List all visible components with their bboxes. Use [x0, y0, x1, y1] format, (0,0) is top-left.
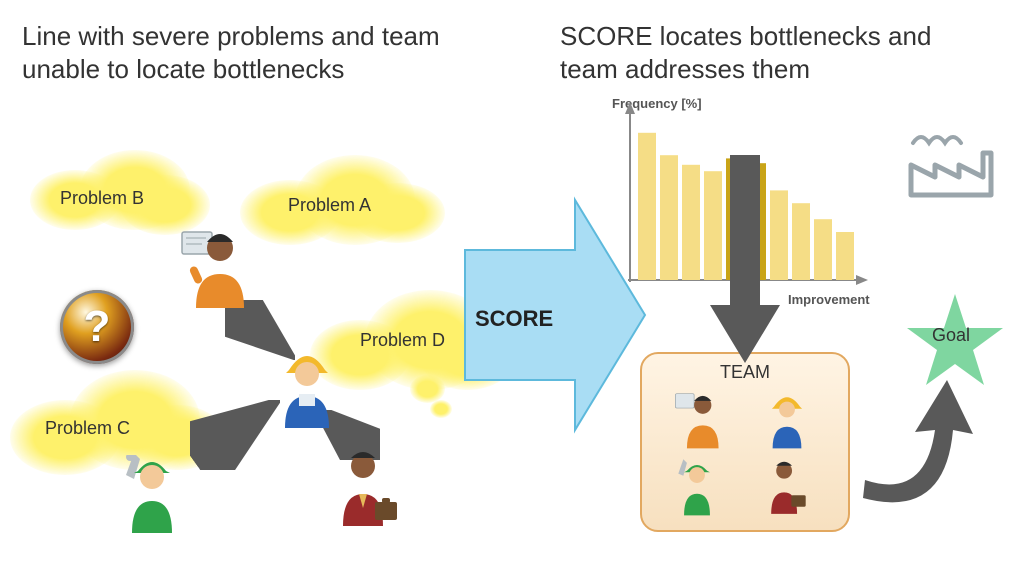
chart-bar — [682, 165, 700, 280]
chart-bar — [638, 133, 656, 280]
person-presenter-icon — [180, 230, 244, 310]
chart-bar — [660, 155, 678, 280]
question-mark-glyph: ? — [84, 302, 111, 352]
heading-left: Line with severe problems and team unabl… — [22, 20, 442, 85]
person-briefcase-icon — [335, 450, 399, 530]
team-briefcase-icon — [764, 459, 810, 517]
heading-right: SCORE locates bottlenecks and team addre… — [560, 20, 980, 85]
question-mark-icon: ? — [60, 290, 134, 364]
down-arrow-icon — [710, 155, 780, 365]
chart-bar — [814, 219, 832, 280]
person-hardhat-icon — [275, 350, 339, 430]
label-problem-b: Problem B — [60, 188, 144, 209]
team-box: TEAM — [640, 352, 850, 532]
team-to-goal-arrow-icon — [855, 370, 975, 510]
person-mechanic-icon — [120, 455, 184, 535]
team-presenter-icon — [674, 392, 720, 450]
team-hardhat-icon — [764, 392, 810, 450]
label-problem-d: Problem D — [360, 330, 445, 351]
label-problem-c: Problem C — [45, 418, 130, 439]
chart-bar — [836, 232, 854, 280]
team-mechanic-icon — [674, 459, 720, 517]
label-problem-a: Problem A — [288, 195, 371, 216]
arrow-mechanic-to-center — [190, 400, 280, 470]
goal-label: Goal — [932, 325, 970, 346]
chart-bar — [792, 203, 810, 280]
score-label: SCORE — [475, 306, 553, 332]
factory-icon — [905, 125, 995, 205]
team-label: TEAM — [642, 362, 848, 383]
